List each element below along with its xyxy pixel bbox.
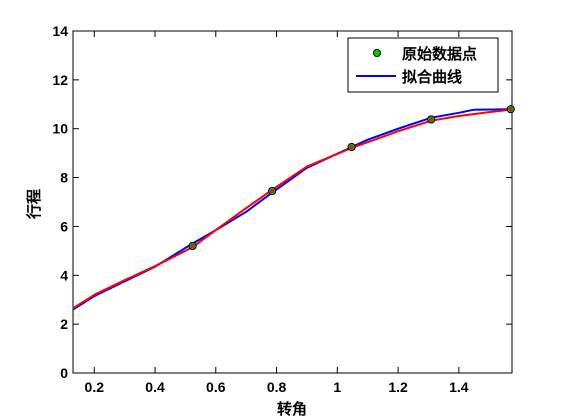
x-tick-label: 1 <box>333 379 341 395</box>
y-tick-label: 0 <box>60 365 68 381</box>
x-tick-label: 0.8 <box>267 379 287 395</box>
legend: 原始数据点 拟合曲线 <box>347 37 499 93</box>
y-tick-label: 8 <box>60 170 68 186</box>
data-point-core <box>428 117 434 122</box>
x-tick-label: 1.2 <box>388 379 408 395</box>
y-tick-label: 14 <box>52 23 68 39</box>
y-tick-label: 12 <box>52 72 68 88</box>
tick-marks <box>73 30 512 374</box>
x-tick-label: 0.4 <box>145 379 165 395</box>
legend-label-scatter: 原始数据点 <box>402 45 477 63</box>
data-point-core <box>190 243 195 249</box>
legend-label-fit: 拟合曲线 <box>402 68 462 86</box>
series-group <box>72 105 515 311</box>
legend-box <box>347 37 499 93</box>
x-tick-label: 0.6 <box>206 379 226 395</box>
y-tick-label: 2 <box>60 316 68 332</box>
y-axis-label: 行程 <box>25 189 43 220</box>
data-point-core <box>269 188 275 194</box>
y-tick-label: 10 <box>52 121 68 137</box>
x-tick-label: 1.4 <box>449 379 469 395</box>
x-tick-label: 0.2 <box>85 379 105 395</box>
y-tick-label: 6 <box>60 218 68 234</box>
y-tick-label: 4 <box>60 267 68 283</box>
legend-marker-scatter <box>372 48 382 58</box>
tick-labels: 0.2 0.4 0.6 0.8 1 1.2 1.4 0 2 4 6 8 10 12 14 <box>52 23 468 395</box>
series-line-2 <box>72 108 511 310</box>
x-axis-label: 转角 <box>277 400 307 418</box>
data-point-core <box>508 106 513 112</box>
data-point-core <box>349 144 354 150</box>
